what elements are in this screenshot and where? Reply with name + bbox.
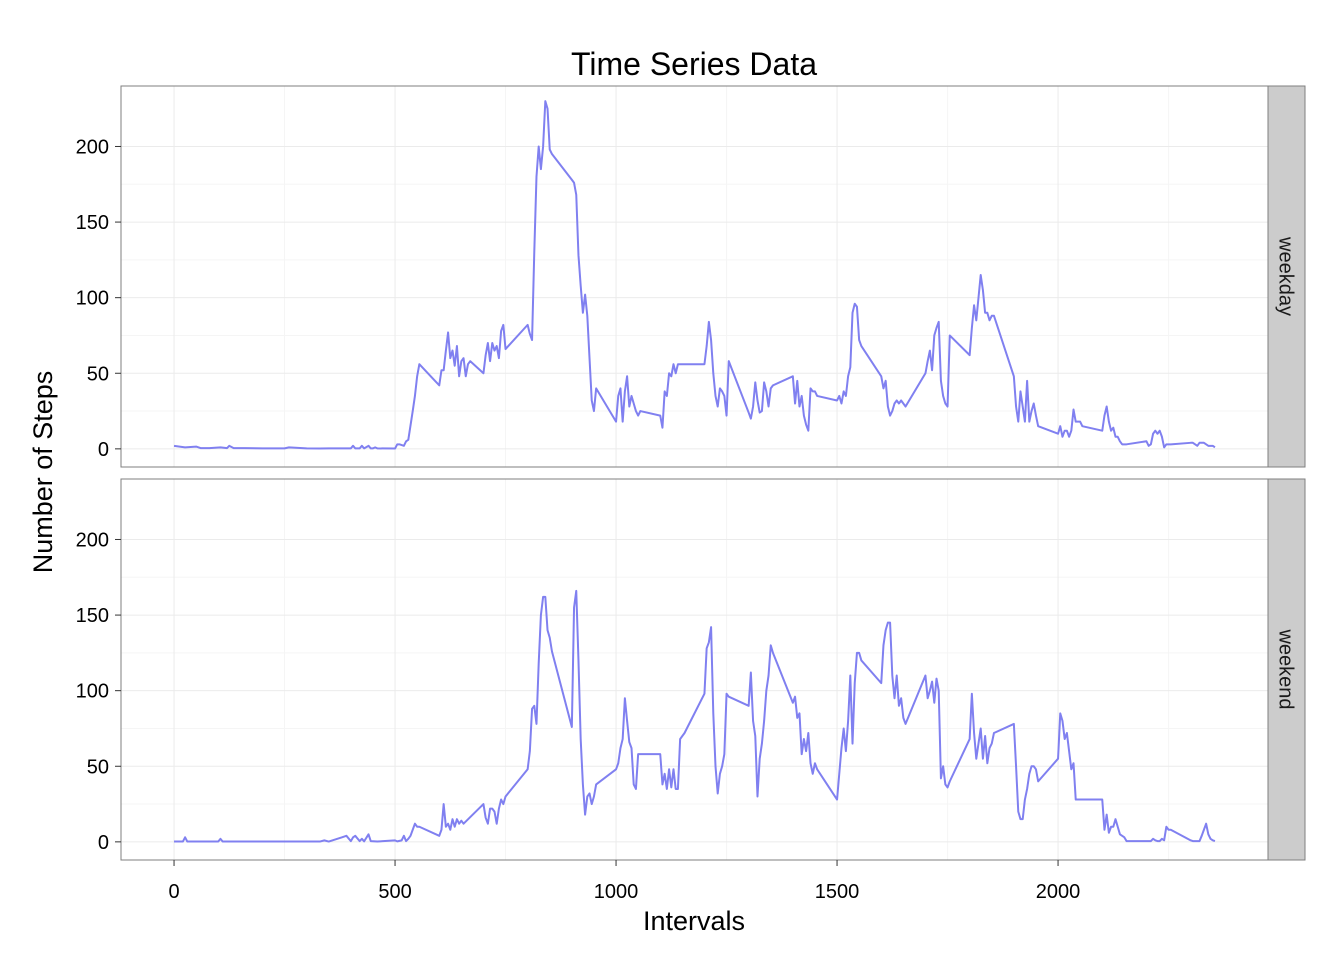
y-tick-label: 100 xyxy=(76,681,109,703)
y-tick-label: 0 xyxy=(98,439,109,461)
y-tick-label: 200 xyxy=(76,529,109,551)
x-tick-label: 500 xyxy=(378,881,411,903)
x-axis: 0 500 1000 1500 2000 xyxy=(168,860,1080,903)
y-tick-label: 150 xyxy=(76,212,109,234)
series-line-weekend xyxy=(174,589,1216,843)
x-tick-label: 1500 xyxy=(815,881,860,903)
facet-strip-label: weekend xyxy=(1275,628,1297,709)
panels-layer: 0 50 100 150 200 weekday 0 50 100 150 200 weekend 0 5… xyxy=(76,85,1306,903)
plot-panel-background xyxy=(120,478,1269,861)
y-tick-label: 50 xyxy=(87,756,109,778)
y-tick-label: 0 xyxy=(98,832,109,854)
plot-panel-background xyxy=(120,85,1269,468)
y-axis-title: Number of Steps xyxy=(28,371,58,574)
x-tick-label: 0 xyxy=(168,881,179,903)
series-line-weekday xyxy=(173,100,1216,450)
y-tick-label: 150 xyxy=(76,605,109,627)
panel-weekday: 0 50 100 150 200 weekday xyxy=(76,85,1306,468)
y-tick-label: 100 xyxy=(76,288,109,310)
facet-strip-label: weekday xyxy=(1275,236,1297,316)
chart-title: Time Series Data xyxy=(571,46,817,82)
panel-weekend: 0 50 100 150 200 weekend xyxy=(76,478,1306,861)
x-tick-label: 1000 xyxy=(594,881,639,903)
facet-strip-weekend xyxy=(1267,478,1306,861)
y-tick-label: 200 xyxy=(76,136,109,158)
facet-strip-weekday xyxy=(1267,85,1306,468)
x-axis-title: Intervals xyxy=(643,906,745,936)
x-tick-label: 2000 xyxy=(1036,881,1081,903)
y-tick-label: 50 xyxy=(87,363,109,385)
